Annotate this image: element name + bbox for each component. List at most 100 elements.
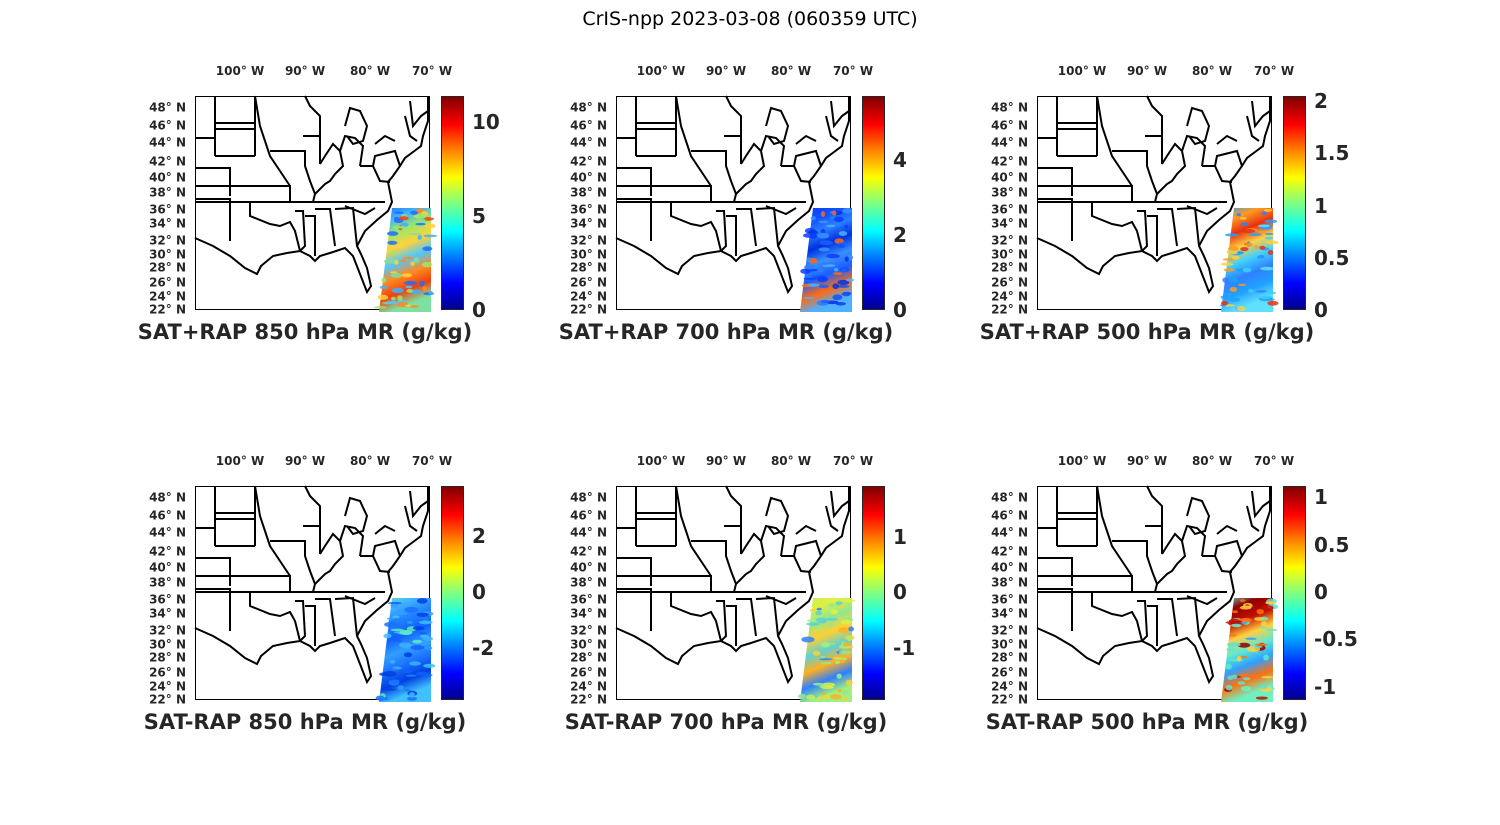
latitude-tick-label: 24° N xyxy=(149,289,186,304)
colorbar-tick-label: -0.5 xyxy=(1314,627,1358,652)
swath-retrieval-spot xyxy=(1240,685,1252,692)
swath-retrieval-spot xyxy=(416,612,429,617)
swath-retrieval-spot xyxy=(806,694,816,700)
state-border xyxy=(360,149,401,167)
latitude-tick-label: 32° N xyxy=(149,233,186,248)
swath-retrieval-spot xyxy=(806,257,811,263)
swath-retrieval-spot xyxy=(828,603,836,608)
latitude-tick-label: 42° N xyxy=(991,544,1028,559)
state-border xyxy=(1037,198,1073,241)
state-border xyxy=(1072,575,1133,592)
colorbar-tick-label: 0 xyxy=(472,298,486,322)
colorbar-tick-label: 4 xyxy=(893,147,907,172)
swath-retrieval-spot xyxy=(1256,255,1264,260)
swath-retrieval-spot xyxy=(1264,236,1273,240)
swath-retrieval-spot xyxy=(1264,307,1275,311)
swath-retrieval-spot xyxy=(826,617,838,621)
latitude-tick-label: 40° N xyxy=(991,170,1028,185)
latitude-tick-label: 22° N xyxy=(149,302,186,317)
swath-retrieval-spot xyxy=(1246,662,1257,666)
swath-retrieval-spot xyxy=(1245,637,1257,641)
state-border xyxy=(830,100,850,129)
longitude-tick-label: 90° W xyxy=(705,454,747,468)
swath-retrieval-spot xyxy=(386,231,399,236)
state-border xyxy=(409,100,429,129)
swath-retrieval-spot xyxy=(844,224,849,229)
state-border xyxy=(1146,485,1163,526)
swath-retrieval-spot xyxy=(390,679,400,684)
state-border xyxy=(651,185,712,202)
longitude-tick-label: 100° W xyxy=(215,454,265,468)
swath-retrieval-spot xyxy=(1228,277,1239,284)
latitude-tick-label: 42° N xyxy=(570,544,607,559)
swath-retrieval-spot xyxy=(410,645,425,651)
latitude-tick-label: 48° N xyxy=(991,100,1028,115)
colorbar-tick-label: 2 xyxy=(472,524,486,549)
longitude-tick-label: 70° W xyxy=(1253,64,1295,78)
state-border xyxy=(1137,600,1149,642)
latitude-tick-label: 44° N xyxy=(149,135,186,150)
swath-retrieval-spot xyxy=(1260,626,1267,629)
swath-retrieval-spot xyxy=(392,225,406,229)
latitude-tick-label: 24° N xyxy=(991,289,1028,304)
coastline xyxy=(615,486,850,685)
swath-retrieval-spot xyxy=(391,615,400,619)
panel-title: SAT+RAP 700 hPa MR (g/kg) xyxy=(558,320,894,344)
state-border xyxy=(230,591,301,642)
latitude-tick-label: 48° N xyxy=(570,100,607,115)
swath-retrieval-spot xyxy=(845,679,853,686)
swath-retrieval-spot xyxy=(820,299,830,303)
colorbar-tick-label: 0 xyxy=(1314,580,1328,605)
state-border xyxy=(195,557,231,577)
state-border xyxy=(1202,539,1243,557)
swath-retrieval-spot xyxy=(1228,297,1241,303)
swath-retrieval-spot xyxy=(1255,290,1268,293)
swath-retrieval-spot xyxy=(383,633,392,639)
state-border xyxy=(304,485,321,526)
swath-retrieval-spot xyxy=(394,211,404,215)
colorbar xyxy=(1283,96,1306,310)
latitude-tick-label: 28° N xyxy=(149,260,186,275)
swath-retrieval-spot xyxy=(410,210,419,215)
state-border xyxy=(315,208,336,247)
swath-retrieval-spot xyxy=(1263,291,1277,295)
swath-retrieval-spot xyxy=(838,650,852,655)
state-border xyxy=(1251,100,1271,129)
swath-retrieval-spot xyxy=(390,628,404,632)
swath-retrieval-spot xyxy=(406,620,414,624)
swath-retrieval-spot xyxy=(1223,292,1234,296)
swath-retrieval-spot xyxy=(815,617,828,623)
swath-retrieval-spot xyxy=(395,611,403,614)
swath-retrieval-spot xyxy=(1236,213,1241,217)
swath-retrieval-spot xyxy=(390,272,403,278)
state-border xyxy=(1137,210,1149,252)
swath-retrieval-spot xyxy=(842,642,852,647)
latitude-tick-label: 28° N xyxy=(991,650,1028,665)
state-border xyxy=(651,591,722,642)
state-border xyxy=(230,201,301,252)
latitude-tick-label: 32° N xyxy=(149,623,186,638)
colorbar-tick-label: 0 xyxy=(472,580,486,605)
state-border xyxy=(230,185,291,202)
swath-retrieval-spot xyxy=(1240,617,1253,623)
swath-retrieval-spot xyxy=(1229,634,1237,637)
swath-retrieval-spot xyxy=(833,272,843,276)
state-border xyxy=(735,532,766,585)
swath-retrieval-spot xyxy=(842,696,848,701)
swath-retrieval-spot xyxy=(804,264,815,270)
state-border xyxy=(1112,150,1159,203)
swath-retrieval-spot xyxy=(402,669,413,673)
latitude-tick-label: 40° N xyxy=(570,560,607,575)
swath-retrieval-spot xyxy=(820,661,832,665)
swath-retrieval-spot xyxy=(802,296,815,300)
swath-retrieval-spot xyxy=(1253,645,1263,649)
swath-retrieval-spot xyxy=(423,663,436,668)
swath-retrieval-spot xyxy=(818,262,830,266)
swath-retrieval-spot xyxy=(1258,295,1272,299)
swath-retrieval-spot xyxy=(389,659,396,664)
colorbar-tick-label: 10 xyxy=(472,110,500,135)
swath-retrieval-spot xyxy=(1232,610,1239,614)
state-border xyxy=(1037,557,1073,577)
swath-retrieval-spot xyxy=(1236,306,1246,312)
colorbar-tick-label: 5 xyxy=(472,204,486,229)
